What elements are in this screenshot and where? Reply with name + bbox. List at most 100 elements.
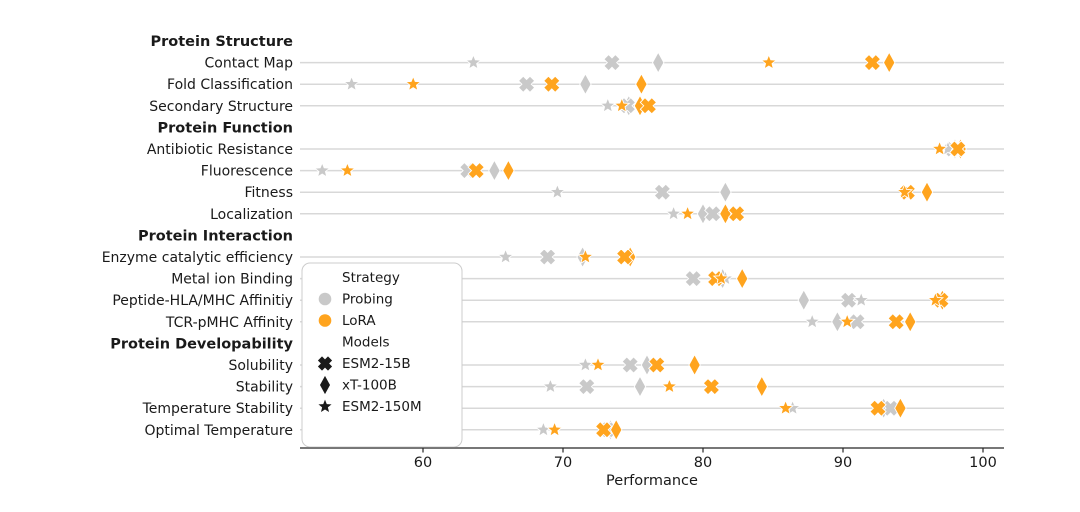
- data-point-probing-star: [497, 247, 515, 265]
- data-point-probing-diamond: [831, 310, 844, 334]
- y-axis-category-label: Stability: [236, 380, 293, 396]
- legend-diamond-icon: [319, 375, 331, 395]
- data-point-lora-star: [926, 291, 944, 308]
- data-point-probing-star: [665, 204, 683, 222]
- data-point-lora-star: [712, 269, 730, 286]
- data-point-probing-diamond: [719, 180, 732, 204]
- data-point-probing-star: [548, 183, 566, 200]
- data-point-probing-diamond: [633, 375, 647, 398]
- y-axis-category-label: Optimal Temperature: [144, 423, 293, 439]
- data-point-probing-X: [578, 377, 596, 396]
- data-point-probing-star: [343, 75, 361, 92]
- legend-item-label: LoRA: [342, 313, 376, 329]
- data-point-probing-star: [541, 377, 559, 394]
- data-point-lora-star: [679, 204, 697, 222]
- data-point-lora-X: [702, 377, 721, 396]
- y-axis-category-label: Fluorescence: [201, 164, 293, 180]
- legend-star-icon: [318, 399, 332, 413]
- data-point-lora-X: [648, 356, 666, 374]
- data-point-lora-diamond: [502, 159, 515, 182]
- data-point-probing-diamond: [640, 353, 654, 377]
- legend-item-label: ESM2-15B: [342, 356, 411, 372]
- data-point-probing-X: [653, 183, 672, 201]
- data-point-lora-diamond: [894, 396, 907, 420]
- data-point-lora-diamond: [688, 353, 701, 377]
- y-axis-category-label: Fitness: [245, 185, 294, 201]
- data-point-probing-star: [313, 161, 331, 178]
- data-point-probing-X: [603, 53, 621, 72]
- data-point-lora-X: [639, 97, 658, 115]
- data-point-lora-X: [727, 205, 746, 223]
- y-axis-category-label: Secondary Structure: [149, 99, 293, 115]
- data-point-lora-diamond: [882, 51, 896, 74]
- data-point-lora-X: [615, 248, 634, 266]
- data-point-lora-X: [869, 399, 887, 417]
- legend-box: [301, 262, 463, 448]
- legend-item-label: xT-100B: [342, 378, 397, 394]
- y-axis-group-header: Protein Structure: [150, 34, 293, 50]
- y-axis-category-label: Metal ion Binding: [171, 272, 293, 288]
- data-point-probing-star: [803, 312, 821, 330]
- data-point-lora-star: [546, 420, 564, 438]
- data-point-probing-X: [538, 248, 557, 266]
- data-point-lora-star: [404, 75, 422, 92]
- y-axis-category-label: Solubility: [228, 358, 293, 374]
- x-tick-label: 90: [834, 455, 852, 471]
- x-tick-label: 80: [694, 455, 712, 471]
- data-point-probing-diamond: [797, 288, 811, 312]
- data-point-probing-X: [881, 399, 900, 417]
- legend-probing-swatch-icon: [318, 292, 332, 306]
- legend-item-label: ESM2-150M: [342, 399, 422, 415]
- y-axis-category-label: TCR-pMHC Affinity: [165, 315, 293, 331]
- data-point-lora-diamond: [719, 202, 732, 226]
- data-point-lora-diamond: [920, 180, 934, 204]
- y-axis-category-label: Antibiotic Resistance: [147, 142, 293, 158]
- data-point-probing-star: [852, 291, 870, 308]
- data-point-lora-X: [863, 53, 882, 72]
- x-tick-label: 60: [414, 455, 432, 471]
- legend-models-title: Models: [342, 335, 390, 351]
- x-tick-label: 70: [554, 455, 572, 471]
- y-axis-group-header: Protein Interaction: [138, 228, 293, 244]
- data-point-probing-X: [684, 269, 702, 288]
- data-point-lora-star: [338, 161, 356, 178]
- legend-strategy-title: Strategy: [342, 270, 400, 286]
- data-point-probing-diamond: [488, 159, 501, 182]
- y-axis-group-header: Protein Developability: [110, 336, 293, 352]
- legend-lora-swatch-icon: [318, 314, 332, 327]
- data-point-lora-star: [896, 183, 914, 200]
- data-point-probing-diamond: [696, 202, 710, 226]
- x-axis-title: Performance: [606, 473, 698, 489]
- y-axis-category-label: Contact Map: [205, 56, 294, 72]
- data-point-lora-X: [543, 75, 561, 93]
- y-axis-category-label: Peptide-HLA/MHC Affinitiy: [112, 293, 293, 309]
- data-point-probing-star: [599, 96, 617, 114]
- data-point-lora-star: [760, 53, 778, 70]
- data-point-probing-X: [839, 291, 858, 309]
- data-point-lora-star: [660, 377, 678, 394]
- y-axis-category-label: Temperature Stability: [142, 401, 293, 417]
- data-point-lora-star: [589, 355, 607, 373]
- data-point-probing-diamond: [579, 72, 592, 96]
- data-point-lora-star: [576, 247, 594, 265]
- data-point-lora-diamond: [735, 267, 749, 290]
- data-point-lora-diamond: [755, 375, 769, 398]
- data-point-probing-X: [704, 205, 722, 223]
- y-axis-category-label: Enzyme catalytic efficiency: [102, 250, 293, 266]
- data-point-lora-star: [838, 312, 856, 330]
- y-axis-category-label: Fold Classification: [167, 77, 293, 93]
- data-point-lora-star: [613, 96, 631, 114]
- data-point-lora-star: [931, 139, 949, 157]
- data-point-probing-X: [517, 75, 536, 93]
- y-axis-category-label: Localization: [210, 207, 293, 223]
- legend-X-icon: [317, 356, 333, 371]
- data-point-probing-star: [464, 53, 482, 70]
- data-point-probing-star: [576, 355, 594, 373]
- data-point-lora-diamond: [609, 418, 623, 442]
- y-axis-group-header: Protein Function: [158, 120, 293, 136]
- data-point-lora-diamond: [635, 72, 648, 96]
- data-point-lora-X: [887, 313, 905, 331]
- data-point-lora-diamond: [903, 310, 917, 334]
